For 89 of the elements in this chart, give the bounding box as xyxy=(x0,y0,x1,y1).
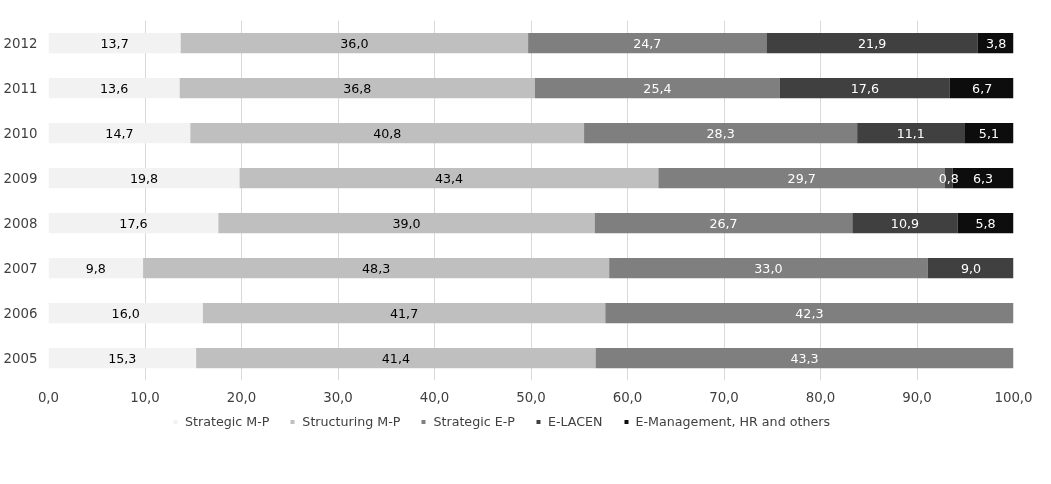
x-tick-label: 50,0 xyxy=(516,389,546,405)
data-label: 6,3 xyxy=(973,170,994,186)
bar xyxy=(949,77,1014,99)
data-label: 11,1 xyxy=(896,125,925,141)
data-label: 40,8 xyxy=(373,125,402,141)
data-label: 15,3 xyxy=(108,350,137,366)
bar xyxy=(534,77,780,99)
data-label: 28,3 xyxy=(706,125,735,141)
data-label: 0,8 xyxy=(938,170,959,186)
bar xyxy=(927,257,1014,279)
data-label: 9,0 xyxy=(960,260,982,276)
bar xyxy=(48,347,197,369)
x-tick-label: 80,0 xyxy=(805,389,836,405)
bar xyxy=(595,347,1014,369)
bar xyxy=(48,212,219,234)
bar xyxy=(48,167,240,189)
data-label: 41,4 xyxy=(381,350,410,366)
data-label: 36,8 xyxy=(343,80,372,96)
data-label: 24,7 xyxy=(633,35,662,51)
bar xyxy=(143,257,610,279)
data-label: 13,6 xyxy=(100,80,129,96)
bar xyxy=(48,257,144,279)
data-label: 43,4 xyxy=(434,170,464,186)
x-tick-label: 60,0 xyxy=(612,389,643,405)
bar xyxy=(852,212,958,234)
bar xyxy=(48,122,191,144)
bar xyxy=(779,77,950,99)
data-label: 39,0 xyxy=(392,215,421,231)
y-tick-label: 2006 xyxy=(3,306,38,321)
bar xyxy=(528,32,767,54)
data-label: 33,0 xyxy=(754,260,783,276)
data-label: 26,7 xyxy=(709,215,738,231)
bar xyxy=(964,122,1014,144)
data-label: 17,6 xyxy=(850,80,879,96)
data-label: 16,0 xyxy=(111,305,140,321)
bar xyxy=(857,122,965,144)
legend-label: E-Management, HR and others xyxy=(635,413,831,429)
bar xyxy=(605,302,1014,324)
bar xyxy=(48,302,203,324)
bar xyxy=(609,257,928,279)
data-label: 3,8 xyxy=(986,35,1007,51)
data-label: 14,7 xyxy=(105,125,134,141)
legend-label: Strategic E-P xyxy=(433,413,515,429)
x-tick-label: 20,0 xyxy=(226,389,257,405)
bar xyxy=(202,302,606,324)
y-tick-label: 2009 xyxy=(3,171,38,186)
legend-label: Structuring M-P xyxy=(302,413,401,429)
data-label: 13,7 xyxy=(100,35,129,51)
bar xyxy=(48,77,180,99)
data-label: 43,3 xyxy=(790,350,819,366)
legend-label: E-LACEN xyxy=(547,413,603,429)
y-tick-label: 2007 xyxy=(3,261,38,276)
bar xyxy=(766,32,978,54)
x-tick-label: 70,0 xyxy=(709,389,739,405)
bar xyxy=(190,122,585,144)
bar xyxy=(196,347,596,369)
data-label: 17,6 xyxy=(119,215,148,231)
bar xyxy=(48,32,181,54)
data-label: 9,8 xyxy=(85,260,106,276)
data-label: 5,1 xyxy=(978,125,999,141)
y-tick-label: 2010 xyxy=(3,126,38,141)
x-tick-label: 100,0 xyxy=(994,389,1033,405)
x-tick-label: 0,0 xyxy=(37,389,60,405)
data-label: 36,0 xyxy=(340,35,369,51)
x-tick-label: 90,0 xyxy=(902,389,932,405)
data-label: 41,7 xyxy=(390,305,419,321)
data-label: 21,9 xyxy=(858,35,887,51)
y-tick-label: 2005 xyxy=(3,351,38,366)
bar xyxy=(594,212,853,234)
data-label: 5,8 xyxy=(975,215,996,231)
bar xyxy=(218,212,595,234)
legend-label: Strategic M-P xyxy=(184,413,270,429)
x-tick-label: 10,0 xyxy=(130,389,160,405)
data-label: 19,8 xyxy=(129,170,159,186)
bar xyxy=(180,32,529,54)
x-tick-label: 40,0 xyxy=(419,389,450,405)
data-label: 42,3 xyxy=(795,305,824,321)
data-label: 10,9 xyxy=(890,215,920,231)
data-label: 25,4 xyxy=(643,80,672,96)
x-tick-label: 30,0 xyxy=(323,389,353,405)
data-label: 6,7 xyxy=(972,80,993,96)
y-tick-label: 2008 xyxy=(3,216,38,231)
bar xyxy=(239,167,659,189)
data-label: 48,3 xyxy=(362,260,391,276)
y-tick-label: 2011 xyxy=(3,81,38,96)
data-label: 29,7 xyxy=(787,170,816,186)
y-tick-label: 2012 xyxy=(3,36,38,51)
bar xyxy=(584,122,858,144)
bar xyxy=(179,77,535,99)
